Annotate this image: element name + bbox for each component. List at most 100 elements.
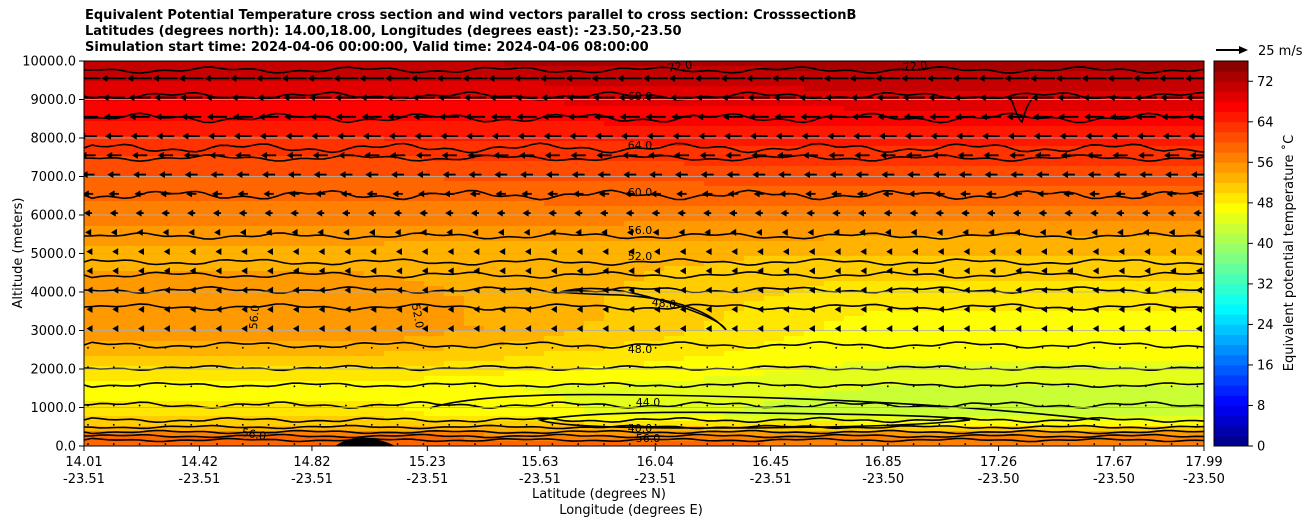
field-cell xyxy=(144,101,165,107)
field-cell xyxy=(564,256,585,262)
field-cell xyxy=(1164,386,1185,392)
field-cell xyxy=(404,346,425,352)
wind-vector-head xyxy=(747,94,754,102)
field-cell xyxy=(284,296,305,302)
field-cell xyxy=(284,346,305,352)
field-cell xyxy=(1084,341,1105,347)
field-cell xyxy=(1164,351,1185,357)
wind-vector xyxy=(956,132,975,140)
field-cell xyxy=(464,291,485,297)
field-cell xyxy=(284,331,305,337)
field-cell xyxy=(704,121,725,127)
field-cell xyxy=(564,221,585,227)
field-cell xyxy=(504,301,525,307)
field-cell xyxy=(1064,386,1085,392)
field-cell xyxy=(984,256,1005,262)
field-cell xyxy=(284,291,305,297)
field-cell xyxy=(944,231,965,237)
field-cell xyxy=(104,391,125,397)
field-cell xyxy=(464,416,485,422)
field-cell xyxy=(124,361,145,367)
field-cell xyxy=(584,351,605,357)
field-cell xyxy=(824,391,845,397)
field-cell xyxy=(484,296,505,302)
wind-vector xyxy=(129,113,150,121)
field-cell xyxy=(864,86,885,92)
field-cell xyxy=(144,86,165,92)
field-cell xyxy=(1044,296,1065,302)
field-cell xyxy=(864,291,885,297)
field-cell xyxy=(464,241,485,247)
wind-vector-head xyxy=(415,151,422,159)
field-cell xyxy=(504,181,525,187)
field-cell xyxy=(764,386,785,392)
field-cell xyxy=(584,361,605,367)
field-cell xyxy=(564,301,585,307)
field-cell xyxy=(404,126,425,132)
field-cell xyxy=(464,131,485,137)
field-cell xyxy=(1104,326,1125,332)
field-cell xyxy=(844,331,865,337)
field-cell xyxy=(84,81,105,87)
field-cell xyxy=(624,246,645,252)
field-cell xyxy=(324,311,345,317)
field-cell xyxy=(324,131,345,137)
wind-vector-head xyxy=(205,94,212,102)
field-cell xyxy=(124,286,145,292)
field-cell xyxy=(464,441,485,446)
field-cell xyxy=(1024,121,1045,127)
field-cell xyxy=(464,391,485,397)
field-cell xyxy=(184,331,205,337)
field-cell xyxy=(304,326,325,332)
field-cell xyxy=(1144,276,1165,282)
field-cell xyxy=(184,341,205,347)
field-cell xyxy=(124,401,145,407)
field-cell xyxy=(344,61,365,67)
field-cell xyxy=(244,376,265,382)
field-cell xyxy=(824,356,845,362)
field-cell xyxy=(264,261,285,267)
field-cell xyxy=(524,121,545,127)
field-cell xyxy=(1044,306,1065,312)
field-cell xyxy=(964,131,985,137)
field-cell xyxy=(124,436,145,442)
field-cell xyxy=(784,386,805,392)
field-cell xyxy=(604,281,625,287)
field-cell xyxy=(784,116,805,122)
field-cell xyxy=(224,191,245,197)
field-cell xyxy=(604,421,625,427)
field-cell xyxy=(604,416,625,422)
field-cell xyxy=(544,206,565,212)
field-cell xyxy=(804,186,825,192)
field-cell xyxy=(1124,376,1145,382)
field-cell xyxy=(844,66,865,72)
field-cell xyxy=(244,241,265,247)
wind-vector-head xyxy=(204,74,211,82)
field-cell xyxy=(224,106,245,112)
field-cell xyxy=(244,106,265,112)
wind-vector xyxy=(799,94,822,102)
field-cell xyxy=(844,281,865,287)
field-cell xyxy=(424,66,445,72)
field-cell xyxy=(1024,416,1045,422)
field-cell xyxy=(924,101,945,107)
field-cell xyxy=(324,306,345,312)
wind-vector xyxy=(359,74,385,82)
wind-vector-head xyxy=(1188,132,1195,140)
field-cell xyxy=(884,61,905,67)
field-cell xyxy=(864,436,885,442)
field-cell xyxy=(184,396,205,402)
field-cell xyxy=(164,411,185,417)
field-cell xyxy=(484,396,505,402)
field-cell xyxy=(1184,391,1204,397)
field-cell xyxy=(1124,191,1145,197)
field-cell xyxy=(444,306,465,312)
field-cell xyxy=(884,136,905,142)
field-cell xyxy=(1104,236,1125,242)
field-cell xyxy=(204,126,225,132)
field-cell xyxy=(824,111,845,117)
field-cell xyxy=(504,406,525,412)
field-cell xyxy=(104,221,125,227)
field-cell xyxy=(1024,236,1045,242)
field-cell xyxy=(964,421,985,427)
